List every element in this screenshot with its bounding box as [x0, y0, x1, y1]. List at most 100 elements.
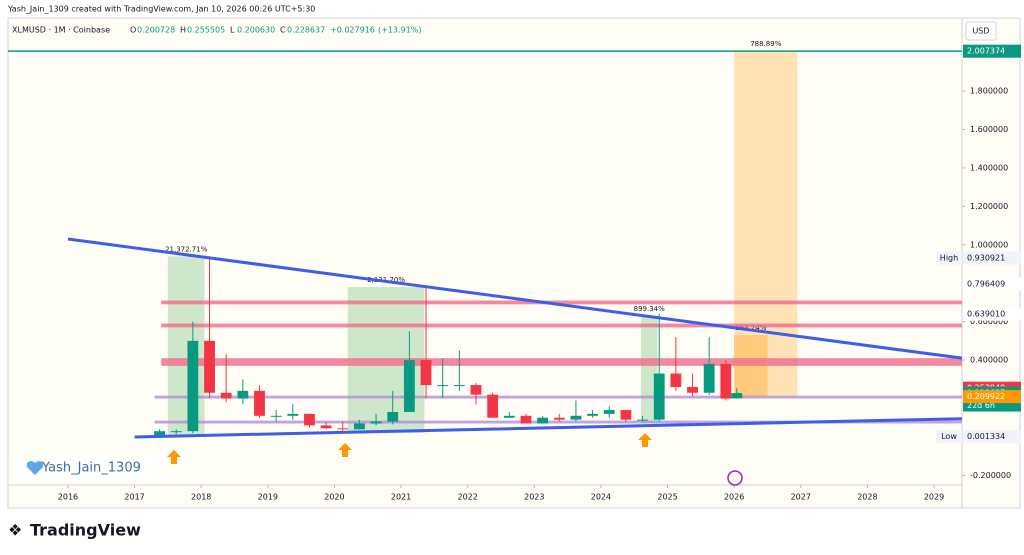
candle-body: [304, 413, 315, 426]
zone: [154, 395, 963, 399]
price-tag: [963, 430, 1021, 444]
candle-body: [437, 385, 449, 387]
candle-body: [553, 417, 565, 420]
x-tick-label: 2024: [591, 493, 611, 502]
candle-body: [287, 413, 299, 416]
countdown: 22d 6h: [967, 401, 995, 410]
range-label: 788.89%: [750, 40, 781, 48]
candle-body: [220, 392, 232, 399]
zone: [161, 300, 962, 305]
candle-body: [670, 373, 682, 387]
price-tag-name: Low: [941, 432, 957, 441]
candle-body: [731, 393, 743, 399]
candle-body: [370, 421, 382, 424]
y-tick-label: 1.400000: [970, 163, 1008, 172]
y-tick-label: 1.000000: [970, 240, 1008, 249]
candle-body: [204, 340, 215, 393]
y-tick-label: 0.600000: [970, 317, 1008, 326]
quote-key: H: [180, 26, 186, 35]
trendline: [67, 237, 963, 360]
quote-key: O: [130, 26, 136, 35]
symbol: XLMUSD · 1M · Coinbase: [12, 26, 110, 35]
candle-body: [254, 390, 265, 416]
x-tick-label: 2018: [191, 493, 211, 502]
logo: TradingView: [30, 521, 141, 540]
y-tick-label: 0.400000: [970, 356, 1008, 365]
quote-value: 0.200728: [137, 26, 175, 35]
x-tick-label: 2020: [324, 493, 344, 502]
quote-key: C: [280, 26, 286, 35]
price-tag: [963, 251, 1021, 265]
price-tag-name: High: [940, 254, 958, 263]
quote-change-pct: (+13.91%): [378, 26, 421, 35]
x-tick-label: 2023: [524, 493, 544, 502]
zone: [161, 358, 962, 366]
price-tag: [963, 44, 1021, 58]
arrow-icon: [167, 450, 181, 464]
plot: 2016 2017 2018 2019 2020 2021 2022 2023 2024 2025…: [8, 40, 1021, 502]
quote-key: L: [230, 26, 235, 35]
candle-body: [603, 410, 615, 414]
arrows: [167, 433, 652, 464]
heart-icon: [26, 461, 44, 475]
x-tick-label: 2021: [391, 493, 411, 502]
quote: O 0.200728 H 0.255505 L 0.200630 C 0.228637 +0.0…: [130, 26, 421, 35]
y-tick-label: 1.200000: [970, 202, 1008, 211]
x-tick-label: 2019: [258, 493, 278, 502]
y-tick-label: 1.600000: [970, 125, 1008, 134]
range-label: 153.24%: [735, 324, 766, 332]
y-tick-label: -0.200000: [970, 471, 1011, 480]
x-tick-label: 2017: [124, 493, 144, 502]
candle-body: [187, 340, 199, 432]
candle-body: [637, 419, 648, 421]
event-icon: [727, 470, 743, 486]
y-tick-label: 1.800000: [970, 87, 1008, 96]
trendline: [134, 417, 963, 439]
currency: USD: [972, 27, 989, 36]
candle-body: [720, 363, 732, 399]
candle-body: [703, 363, 715, 393]
candle-body: [653, 373, 665, 420]
candle-body: [420, 360, 432, 386]
candle-body: [470, 385, 482, 395]
quote-value: 0.255505: [187, 26, 225, 35]
candle-body: [687, 386, 698, 393]
range-box: [167, 256, 205, 437]
candle-body: [537, 417, 549, 424]
candle-body: [570, 415, 582, 420]
zone: [161, 323, 962, 328]
price-tag-label: 0.001334: [967, 432, 1005, 441]
candle-body: [587, 413, 599, 416]
price-tag: [963, 390, 1021, 404]
candle-body: [453, 385, 465, 387]
x-tick-label: 2022: [457, 493, 477, 502]
price-tag-label: 0.209922: [967, 392, 1005, 401]
price-tag-label: 0.796409: [967, 279, 1005, 288]
candle-body: [354, 423, 365, 430]
candle-body: [337, 428, 349, 430]
candle-body: [387, 411, 399, 422]
candle-body: [170, 431, 182, 433]
quote-value: 0.200630: [237, 26, 275, 35]
range-label: 21,372.71%: [165, 245, 208, 253]
price-tag: [963, 277, 1021, 291]
candle-body: [620, 410, 632, 420]
candle-body: [320, 425, 332, 429]
x-tick-label: 2025: [657, 493, 677, 502]
price-tag-name-box: [936, 430, 962, 444]
x-tick-label: 2028: [857, 493, 877, 502]
quote-change: +0.027916: [330, 26, 375, 35]
price-tag-label: 0.930921: [967, 254, 1005, 263]
candle-body: [237, 390, 249, 399]
price-tag: [963, 307, 1021, 321]
candle-body: [487, 394, 499, 418]
x-tick-label: 2026: [724, 493, 744, 502]
currency-box: [965, 21, 997, 41]
logo-mark: ❖: [8, 521, 22, 540]
x-tick-label: 2029: [924, 493, 944, 502]
candle-body: [520, 415, 532, 424]
candle-body: [503, 415, 515, 418]
arrow-icon: [638, 433, 652, 447]
header: Yash_Jain_1309 created with TradingView.…: [7, 5, 315, 14]
